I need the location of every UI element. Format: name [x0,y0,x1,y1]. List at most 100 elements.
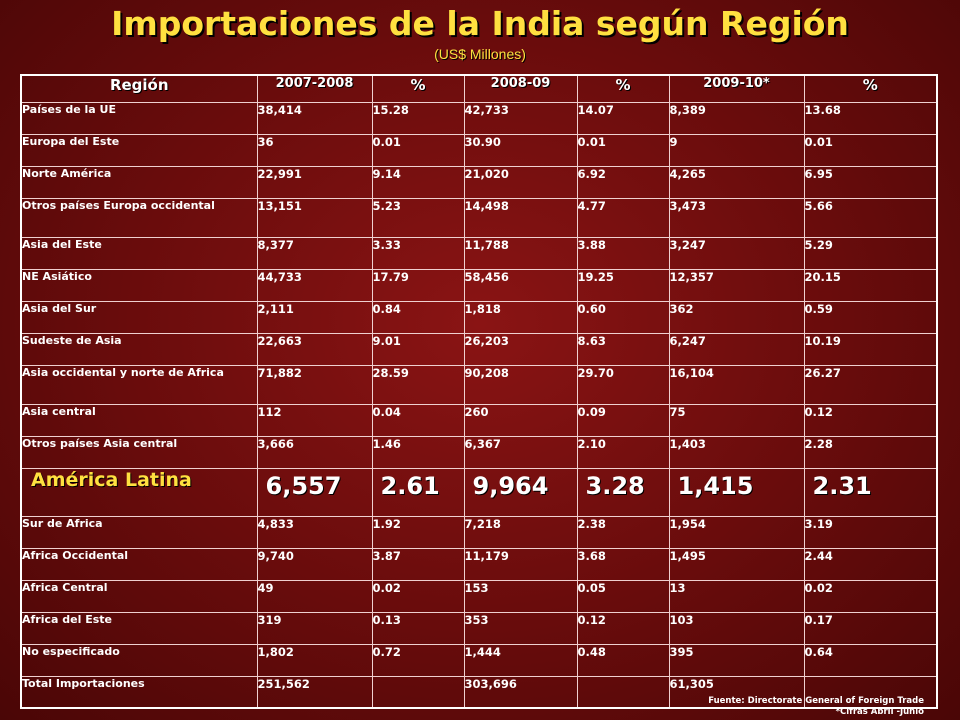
pct-2007-2008-cell: 5.23 [371,198,465,238]
value-2009-10-cell: 16,104 [668,365,805,405]
table-row: NE Asiático 44,733 17.79 58,456 19.25 12,357 2… [20,269,938,302]
region-cell: Sudeste de Asia [20,333,258,366]
value-2007-2008-cell: 2,111 [256,301,373,334]
header-pct-3: % [803,74,938,103]
value-2007-2008-cell: 1,802 [256,644,373,677]
footer-note: *Cifras Abril -Junio [835,707,924,717]
pct-2008-09-cell: 0.01 [576,134,670,167]
value-2008-09-cell: 26,203 [463,333,578,366]
region-cell: Asia del Este [20,237,258,270]
region-cell: Asia central [20,404,258,437]
value-2008-09-cell: 11,788 [463,237,578,270]
pct-2008-09-cell: 14.07 [576,102,670,135]
pct-2009-10-cell: 0.02 [803,580,938,613]
pct-2009-10-cell: 20.15 [803,269,938,302]
pct-2009-10-cell: 13.68 [803,102,938,135]
value-2007-2008-cell: 13,151 [256,198,373,238]
value-2007-2008-cell: 36 [256,134,373,167]
pct-2008-09-cell: 29.70 [576,365,670,405]
header-2008-09: 2008-09 [463,74,578,103]
pct-2008-09-cell: 0.09 [576,404,670,437]
pct-2008-09-cell: 19.25 [576,269,670,302]
pct-2008-09-cell: 2.38 [576,516,670,549]
region-cell: Asia del Sur [20,301,258,334]
page-title: Importaciones de la India según Región [111,4,849,43]
header-2009-10: 2009-10* [668,74,805,103]
table-row: Africa del Este 319 0.13 353 0.12 103 0.17 [20,612,938,645]
region-cell: NE Asiático [20,269,258,302]
value-2008-09-cell: 30.90 [463,134,578,167]
pct-2007-2008-cell: 0.04 [371,404,465,437]
value-2008-09-cell: 1,818 [463,301,578,334]
table-row: Europa del Este 36 0.01 30.90 0.01 9 0.01 [20,134,938,167]
value-2009-10-cell: 8,389 [668,102,805,135]
value-2008-09-cell: 303,696 [463,676,578,709]
table-row: Asia del Sur 2,111 0.84 1,818 0.60 362 0.59 [20,301,938,334]
pct-2009-10-cell: 0.12 [803,404,938,437]
pct-2008-09-cell: 3.68 [576,548,670,581]
table-row: Sur de Africa 4,833 1.92 7,218 2.38 1,954 3.19 [20,516,938,549]
pct-2009-10-cell: 2.44 [803,548,938,581]
page-subtitle: (US$ Millones) [434,46,526,62]
value-2007-2008-cell: 8,377 [256,237,373,270]
region-cell: Asia occidental y norte de Africa [20,365,258,405]
value-2008-09-cell: 58,456 [463,269,578,302]
value-2009-10-cell: 1,954 [668,516,805,549]
pct-2008-09-cell: 6.92 [576,166,670,199]
table-row: Asia del Este 8,377 3.33 11,788 3.88 3,247 5.2… [20,237,938,270]
pct-2008-09-cell: 0.60 [576,301,670,334]
region-cell: Africa del Este [20,612,258,645]
value-2009-10-cell: 3,473 [668,198,805,238]
value-2009-10-cell: 6,247 [668,333,805,366]
table-row: Africa Occidental 9,740 3.87 11,179 3.68 1,49… [20,548,938,581]
value-2009-10-cell: 4,265 [668,166,805,199]
region-cell: América Latina [20,468,258,517]
value-2009-10-cell: 61,305 [668,676,805,709]
table-row: Africa Central 49 0.02 153 0.05 13 0.02 [20,580,938,613]
region-cell: Africa Central [20,580,258,613]
value-2007-2008-cell: 112 [256,404,373,437]
pct-2008-09-cell: 3.88 [576,237,670,270]
pct-2009-10-cell: 2.28 [803,436,938,469]
value-2008-09-cell: 11,179 [463,548,578,581]
pct-2009-10-cell: 26.27 [803,365,938,405]
value-2007-2008-cell: 22,663 [256,333,373,366]
pct-2007-2008-cell [371,676,465,709]
table-row: Otros países Asia central 3,666 1.46 6,367 2… [20,436,938,469]
pct-2008-09-cell: 0.05 [576,580,670,613]
table-row: No especificado 1,802 0.72 1,444 0.48 395 0.64 [20,644,938,677]
pct-2009-10-cell: 2.31 [803,468,938,517]
value-2009-10-cell: 1,403 [668,436,805,469]
pct-2008-09-cell [576,676,670,709]
value-2007-2008-cell: 3,666 [256,436,373,469]
header-pct-1: % [371,74,465,103]
table-row: Sudeste de Asia 22,663 9.01 26,203 8.63 6,247… [20,333,938,366]
value-2009-10-cell: 103 [668,612,805,645]
pct-2009-10-cell: 3.19 [803,516,938,549]
table-row: Otros países Europa occidental 13,151 5.23… [20,198,938,238]
pct-2009-10-cell: 10.19 [803,333,938,366]
value-2007-2008-cell: 49 [256,580,373,613]
value-2008-09-cell: 90,208 [463,365,578,405]
region-cell: Norte América [20,166,258,199]
value-2007-2008-cell: 6,557 [256,468,373,517]
value-2008-09-cell: 353 [463,612,578,645]
pct-2007-2008-cell: 9.01 [371,333,465,366]
region-cell: Europa del Este [20,134,258,167]
value-2007-2008-cell: 38,414 [256,102,373,135]
value-2007-2008-cell: 4,833 [256,516,373,549]
value-2007-2008-cell: 251,562 [256,676,373,709]
table-row: Asia central 112 0.04 260 0.09 75 0.12 [20,404,938,437]
table-row: Norte América 22,991 9.14 21,020 6.92 4,265 6.… [20,166,938,199]
pct-2009-10-cell: 0.01 [803,134,938,167]
value-2008-09-cell: 14,498 [463,198,578,238]
pct-2009-10-cell [803,676,938,709]
region-cell: No especificado [20,644,258,677]
footer-notes: Fuente: Directorate General of Foreign T… [708,696,924,718]
pct-2007-2008-cell: 0.13 [371,612,465,645]
value-2009-10-cell: 75 [668,404,805,437]
header-pct-2: % [576,74,670,103]
value-2009-10-cell: 1,495 [668,548,805,581]
value-2008-09-cell: 9,964 [463,468,578,517]
value-2008-09-cell: 7,218 [463,516,578,549]
